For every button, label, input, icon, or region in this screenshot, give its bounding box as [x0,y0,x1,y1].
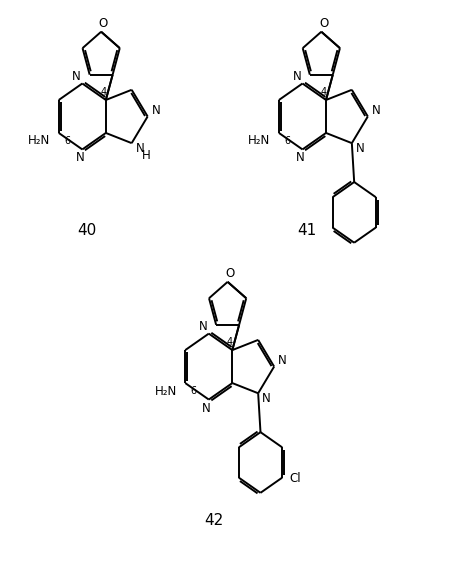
Text: N: N [278,354,287,367]
Text: N: N [372,104,381,117]
Text: N: N [73,69,81,83]
Text: N: N [262,393,271,405]
Text: O: O [99,17,108,30]
Text: 41: 41 [298,223,317,238]
Text: N: N [202,402,211,414]
Text: 42: 42 [204,513,223,528]
Text: H₂N: H₂N [28,134,50,148]
Text: H₂N: H₂N [155,385,177,398]
Text: 4: 4 [100,87,107,97]
Text: N: N [199,320,208,333]
Text: N: N [356,142,365,156]
Text: Cl: Cl [290,472,301,485]
Text: O: O [225,267,235,280]
Text: 4: 4 [227,337,233,347]
Text: N: N [75,152,84,165]
Text: 6: 6 [64,136,70,146]
Text: H: H [142,149,151,162]
Text: N: N [136,142,145,156]
Text: N: N [296,152,304,165]
Text: N: N [292,69,301,83]
Text: 6: 6 [284,136,291,146]
Text: 4: 4 [320,87,327,97]
Text: 6: 6 [191,386,197,396]
Text: N: N [152,104,161,117]
Text: O: O [319,17,328,30]
Text: 40: 40 [77,223,97,238]
Text: H₂N: H₂N [248,134,270,148]
